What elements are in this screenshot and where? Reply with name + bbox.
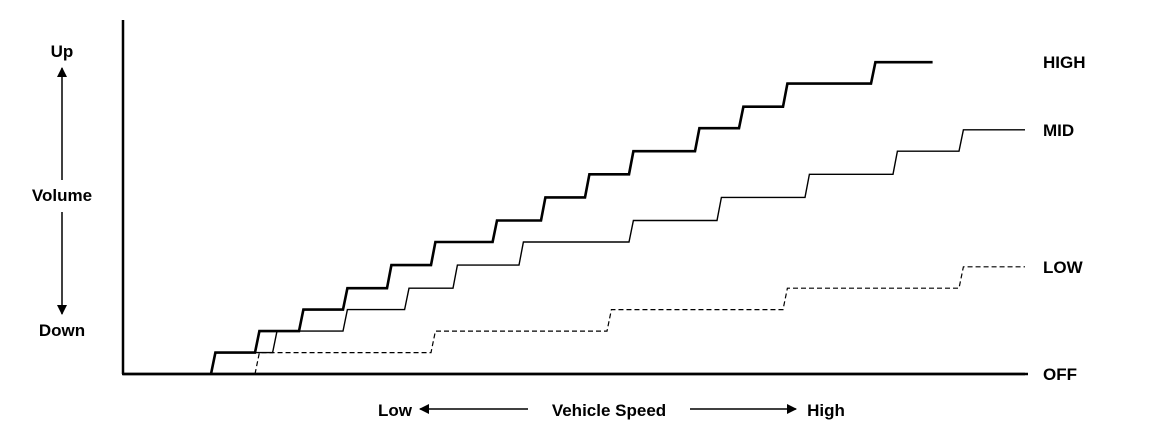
x-low-label: Low <box>378 401 413 420</box>
series-line-mid <box>210 129 1025 375</box>
x-axis-label: Vehicle Speed <box>552 401 666 420</box>
series-layer <box>123 60 1025 376</box>
series-label-layer: HIGH MID LOW OFF <box>1043 53 1086 384</box>
series-label-low: LOW <box>1043 258 1084 277</box>
y-axis-label: Volume <box>32 186 92 205</box>
series-label-high: HIGH <box>1043 53 1086 72</box>
series-line-high <box>209 60 933 375</box>
y-up-label: Up <box>51 42 74 61</box>
y-down-label: Down <box>39 321 85 340</box>
series-label-mid: MID <box>1043 121 1074 140</box>
x-high-label: High <box>807 401 845 420</box>
series-line-low <box>254 266 1025 375</box>
series-label-off: OFF <box>1043 365 1077 384</box>
